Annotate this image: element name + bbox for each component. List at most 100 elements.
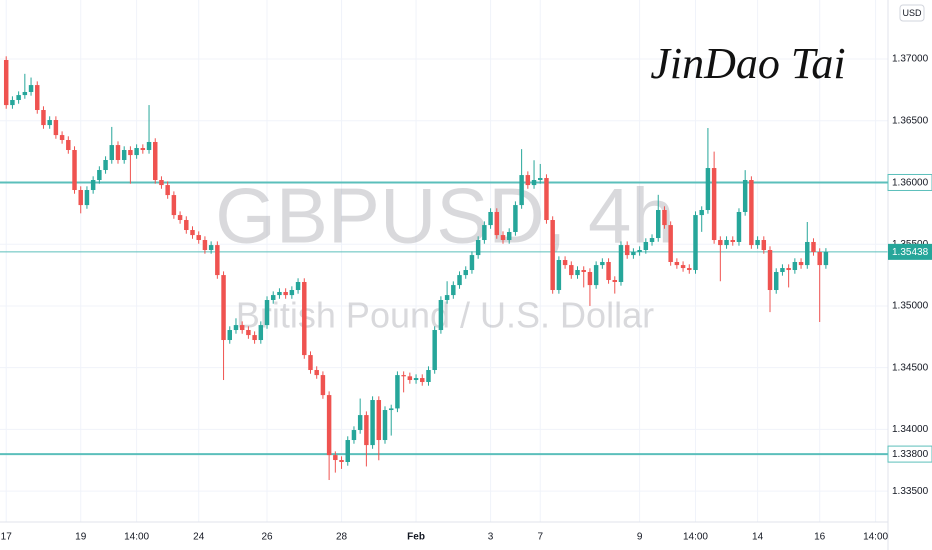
candle-body	[674, 261, 680, 266]
last-price-tag	[888, 243, 932, 260]
candle-body	[457, 275, 462, 286]
candle-body	[395, 375, 400, 409]
x-tick-label: 14	[752, 532, 764, 543]
x-tick-label: 17	[1, 532, 13, 543]
candle-body	[3, 60, 9, 106]
candle-body	[289, 290, 295, 296]
x-tick-label: 14:00	[863, 532, 888, 543]
candle-body	[513, 205, 518, 232]
y-tick-label: 1.37000	[892, 54, 929, 65]
candle-body	[488, 211, 493, 226]
candle-body	[115, 145, 121, 161]
y-tick-label: 1.33500	[892, 486, 929, 497]
x-tick-label: 26	[261, 532, 273, 543]
candle-body	[413, 378, 419, 381]
candle-body	[618, 245, 624, 282]
x-tick-label: Feb	[407, 532, 425, 543]
candle-body	[295, 281, 301, 291]
candle-body	[550, 220, 555, 291]
x-tick-label: 16	[814, 532, 826, 543]
candle-body	[494, 211, 500, 236]
candle-body	[221, 275, 226, 341]
signature: JinDao Tai	[650, 39, 845, 88]
candle-body	[258, 325, 264, 341]
candle-body	[438, 300, 444, 331]
candle-body	[16, 95, 21, 101]
candle-body	[196, 235, 201, 241]
candle-body	[786, 268, 791, 271]
candle-body	[432, 330, 437, 371]
x-tick-label: 7	[537, 532, 543, 543]
candle-body	[72, 150, 77, 191]
candle-body	[761, 240, 767, 251]
candle-body	[376, 400, 382, 441]
candle-body	[97, 170, 102, 181]
candle-body	[90, 180, 96, 191]
levels	[0, 181, 888, 456]
currency-badge[interactable]	[899, 4, 925, 22]
candle-body	[649, 238, 655, 242]
candle-body	[246, 330, 251, 336]
candle-body	[718, 240, 723, 246]
candle-body	[482, 225, 487, 241]
candle-body	[525, 175, 531, 186]
candle-body	[326, 395, 332, 456]
candle-body	[233, 325, 239, 331]
candle-body	[388, 408, 394, 411]
currency: USD	[902, 8, 922, 18]
candle-body	[339, 460, 344, 462]
x-tick-label: 19	[75, 532, 87, 543]
candle-body	[140, 148, 146, 151]
candle-body	[705, 168, 711, 211]
candle-body	[146, 141, 152, 151]
candle-body	[159, 180, 164, 186]
candle-body	[177, 215, 183, 221]
candle-body	[109, 145, 115, 161]
x-tick-label: 14:00	[683, 532, 708, 543]
candle-body	[693, 215, 698, 271]
candle-body	[53, 120, 59, 136]
candle-body	[624, 245, 630, 256]
candle-body	[264, 300, 270, 326]
candle-body	[357, 415, 363, 431]
candle-body	[401, 375, 406, 377]
candle-body	[631, 251, 636, 256]
candle-body	[190, 230, 195, 236]
candle-body	[687, 268, 692, 271]
candle-body	[382, 410, 388, 441]
candle-body	[600, 261, 605, 266]
candle-body	[333, 455, 338, 461]
candle-body	[451, 285, 456, 296]
y-tick-label: 1.36500	[892, 115, 929, 126]
candle-body	[612, 280, 618, 282]
y-tick-label: 1.35000	[892, 301, 929, 312]
candle-body	[506, 231, 512, 241]
candle-body	[59, 135, 65, 141]
candle-body	[165, 185, 170, 196]
candle-body	[606, 261, 611, 281]
candle-body	[202, 240, 208, 251]
candle-body	[519, 175, 524, 206]
candle-body	[121, 150, 127, 161]
level-label: 1.33800	[892, 449, 929, 460]
candle-body	[215, 245, 220, 276]
y-tick-label: 1.34500	[892, 362, 929, 373]
candle-body	[35, 85, 40, 111]
candle-body	[823, 251, 829, 266]
candle-body	[28, 85, 34, 92]
candle-body	[581, 270, 586, 272]
candle-body	[749, 180, 754, 246]
candle-body	[426, 370, 431, 382]
level-label: 1.36000	[892, 178, 929, 189]
candle-body	[302, 281, 307, 356]
candle-body	[767, 250, 773, 291]
candle-body	[724, 240, 729, 246]
candle-body	[351, 430, 357, 441]
time-axis	[0, 522, 888, 550]
candle-body	[798, 261, 804, 266]
x-tick-label: 24	[193, 532, 205, 543]
candle-body	[270, 295, 276, 301]
candle-body	[283, 291, 288, 296]
candle-body	[84, 190, 90, 206]
y-tick-label: 1.34000	[892, 424, 929, 435]
